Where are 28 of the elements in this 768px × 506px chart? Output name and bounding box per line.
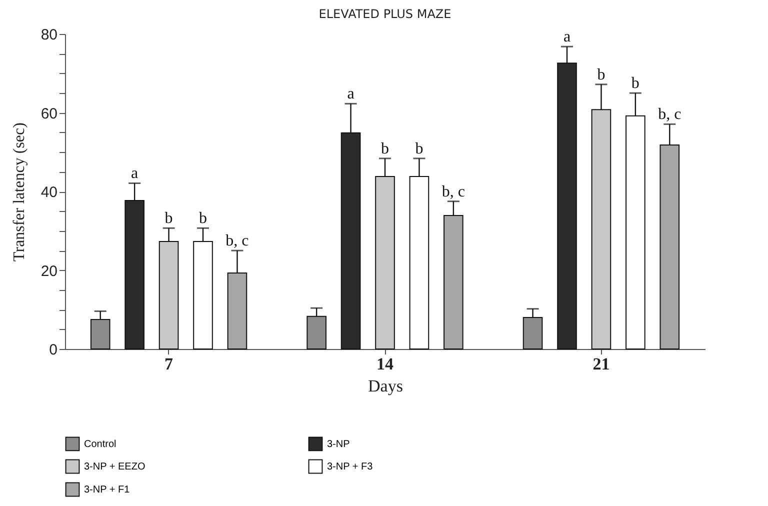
annotation: b <box>199 210 207 228</box>
annotation: b <box>164 210 173 228</box>
y-axis-title: Transfer latency (sec) <box>10 122 28 262</box>
legend-label: 3-NP + F1 <box>84 484 130 496</box>
y-tick-label: 80 <box>40 26 58 44</box>
y-tick-label: 20 <box>40 262 58 280</box>
annotation: b, c <box>226 232 249 250</box>
annotation: a <box>347 86 354 103</box>
annotation: b <box>381 140 389 158</box>
chart-title: ELEVATED PLUS MAZE <box>318 7 452 21</box>
annotation: b, c <box>658 106 682 124</box>
annotation: a <box>131 165 138 182</box>
x-tick-label: 14 <box>376 354 394 374</box>
x-tick-label: 7 <box>164 354 174 374</box>
legend-label: 3-NP + F3 <box>327 462 374 472</box>
annotation: b, c <box>442 183 465 200</box>
annotation: b <box>415 140 424 158</box>
y-tick-label: 40 <box>40 184 58 201</box>
x-tick-label: 21 <box>592 354 610 374</box>
y-tick-label: 0 <box>49 342 58 358</box>
legend-label: 3-NP + EEZO <box>84 462 146 472</box>
annotation: b <box>597 66 606 84</box>
annotation: a <box>563 28 571 46</box>
annotation: b <box>631 75 640 92</box>
y-tick-label: 60 <box>40 105 58 122</box>
legend-label: 3-NP <box>327 438 350 450</box>
x-axis-title: Days <box>368 376 403 396</box>
legend-label: Control <box>84 438 116 450</box>
